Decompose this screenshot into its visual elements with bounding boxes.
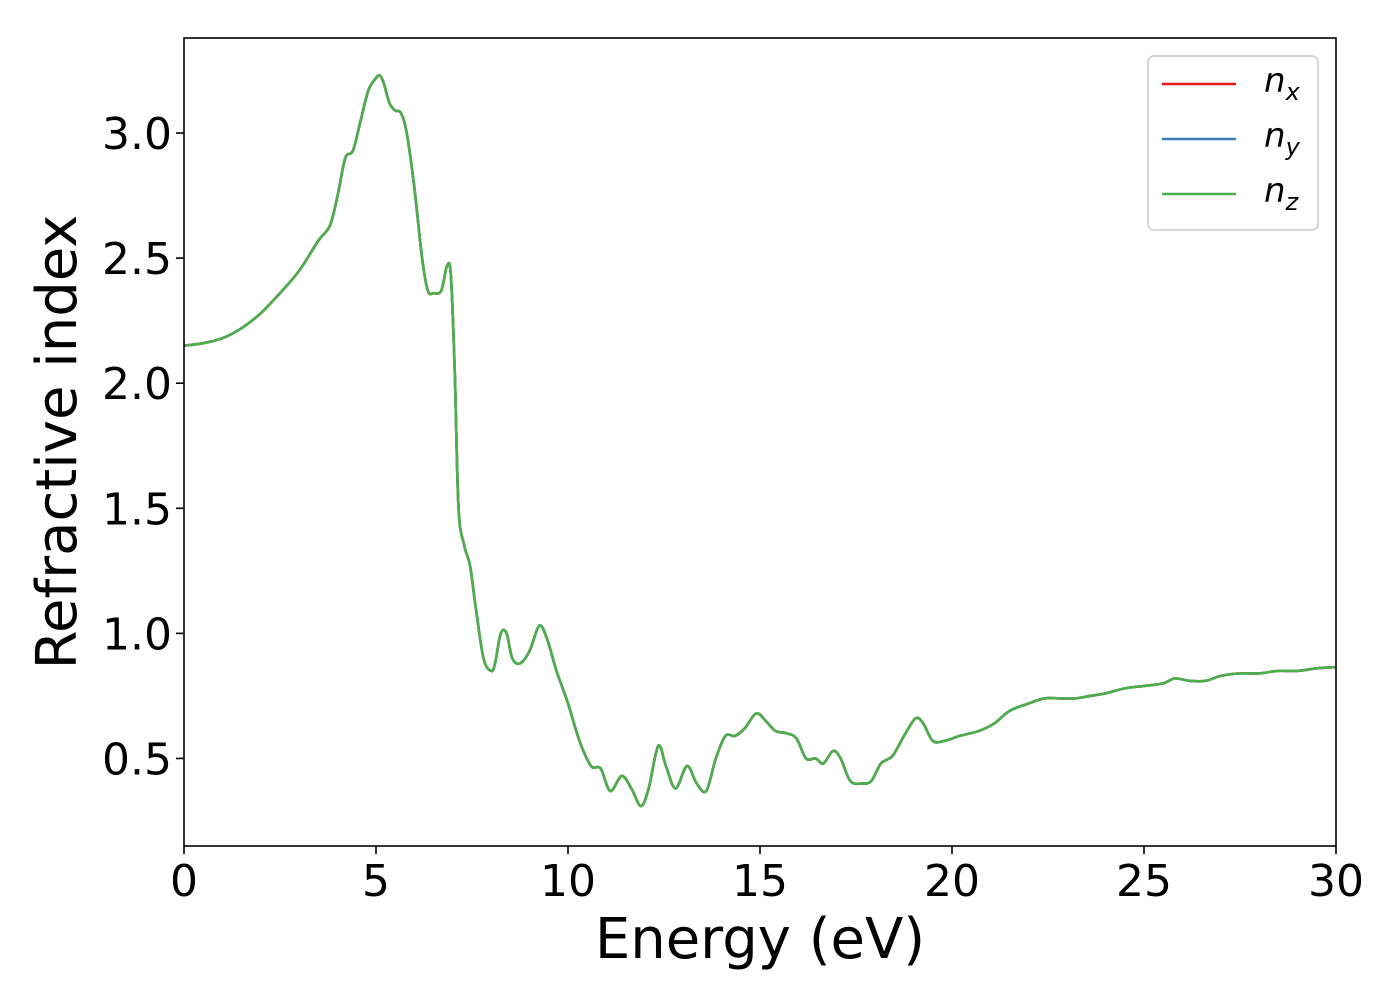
- legend-label-z: nz: [1264, 171, 1300, 216]
- x-axis-ticks: 0 5 10 15 20 25 30: [170, 846, 1364, 907]
- legend-box: [1147, 55, 1319, 231]
- y-tick-label: 0.5: [102, 734, 172, 785]
- y-tick-label: 2.5: [102, 234, 172, 285]
- y-tick-label: 1.0: [102, 609, 172, 660]
- y-tick-label: 3.0: [102, 109, 172, 160]
- legend-items: nx ny nz: [1162, 61, 1301, 216]
- y-axis-ticks: 0.5 1.0 1.5 2.0 2.5 3.0: [102, 109, 184, 785]
- y-tick-label: 1.5: [102, 484, 172, 535]
- x-tick-label: 10: [540, 856, 596, 907]
- x-tick-label: 20: [924, 856, 980, 907]
- series-layer: [183, 73, 1337, 808]
- legend-label-y: ny: [1264, 116, 1301, 161]
- legend-label-x: nx: [1264, 61, 1301, 106]
- plot-area: [184, 38, 1336, 846]
- y-tick-label: 2.0: [102, 359, 172, 410]
- x-tick-label: 0: [170, 856, 198, 907]
- y-axis-label: Refractive index: [25, 215, 90, 670]
- series-line-z: [183, 73, 1337, 808]
- x-tick-label: 15: [732, 856, 788, 907]
- legend: nx ny nz: [1147, 55, 1319, 231]
- x-tick-label: 25: [1116, 856, 1172, 907]
- x-axis-label: Energy (eV): [595, 907, 925, 972]
- x-tick-label: 30: [1308, 856, 1364, 907]
- x-tick-label: 5: [362, 856, 390, 907]
